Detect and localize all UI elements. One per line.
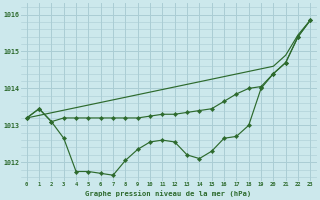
X-axis label: Graphe pression niveau de la mer (hPa): Graphe pression niveau de la mer (hPa) [85, 190, 252, 197]
